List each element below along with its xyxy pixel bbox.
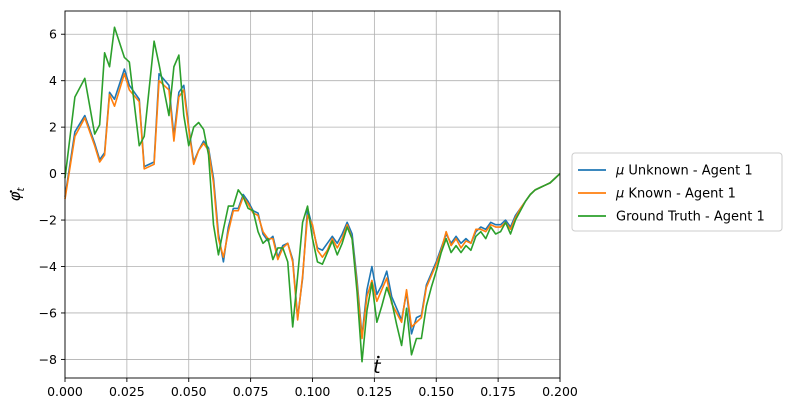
y-tick-label: −8 bbox=[39, 352, 57, 367]
y-tick-label: 4 bbox=[49, 73, 57, 88]
y-tick-label: −2 bbox=[39, 213, 57, 228]
x-axis-label-accent-dot bbox=[377, 355, 380, 359]
y-tick-label: 6 bbox=[49, 27, 57, 42]
y-tick-label: 0 bbox=[49, 166, 57, 181]
x-tick-label: 0.000 bbox=[47, 384, 83, 399]
x-axis-label-text: t bbox=[373, 356, 382, 378]
x-axis-label: t bbox=[373, 355, 382, 378]
y-tick-label: 2 bbox=[49, 120, 57, 135]
plot-series bbox=[64, 26, 561, 363]
x-tick-label: 0.125 bbox=[356, 384, 392, 399]
x-tick-label: 0.050 bbox=[171, 384, 207, 399]
x-tick-label: 0.025 bbox=[109, 384, 145, 399]
x-tick-label: 0.150 bbox=[418, 384, 454, 399]
x-tick-label: 0.175 bbox=[480, 384, 516, 399]
y-tick-label: −4 bbox=[39, 259, 57, 274]
x-tick-label: 0.200 bbox=[542, 384, 578, 399]
series-line-2 bbox=[64, 72, 561, 340]
x-tick-label: 0.100 bbox=[295, 384, 331, 399]
y-axis-label: φt bbox=[6, 187, 27, 202]
legend-label: μ Unknown - Agent 1 bbox=[615, 164, 753, 179]
y-axis-label-accent-dot bbox=[9, 190, 13, 193]
legend-label: Ground Truth - Agent 1 bbox=[616, 210, 765, 225]
y-tick-label: −6 bbox=[39, 305, 57, 320]
axis-ticks: 0.000 0.025 0.050 0.075 0.100 0.125 0.150 0.175… bbox=[39, 27, 578, 399]
legend: μ Unknown - Agent 1 μ Known - Agent 1 Grou… bbox=[571, 152, 783, 232]
legend-box bbox=[571, 152, 783, 232]
y-axis-label-text: φt bbox=[6, 187, 27, 202]
x-tick-label: 0.075 bbox=[233, 384, 269, 399]
legend-label: μ Known - Agent 1 bbox=[615, 187, 736, 202]
series-line-3 bbox=[64, 26, 561, 363]
